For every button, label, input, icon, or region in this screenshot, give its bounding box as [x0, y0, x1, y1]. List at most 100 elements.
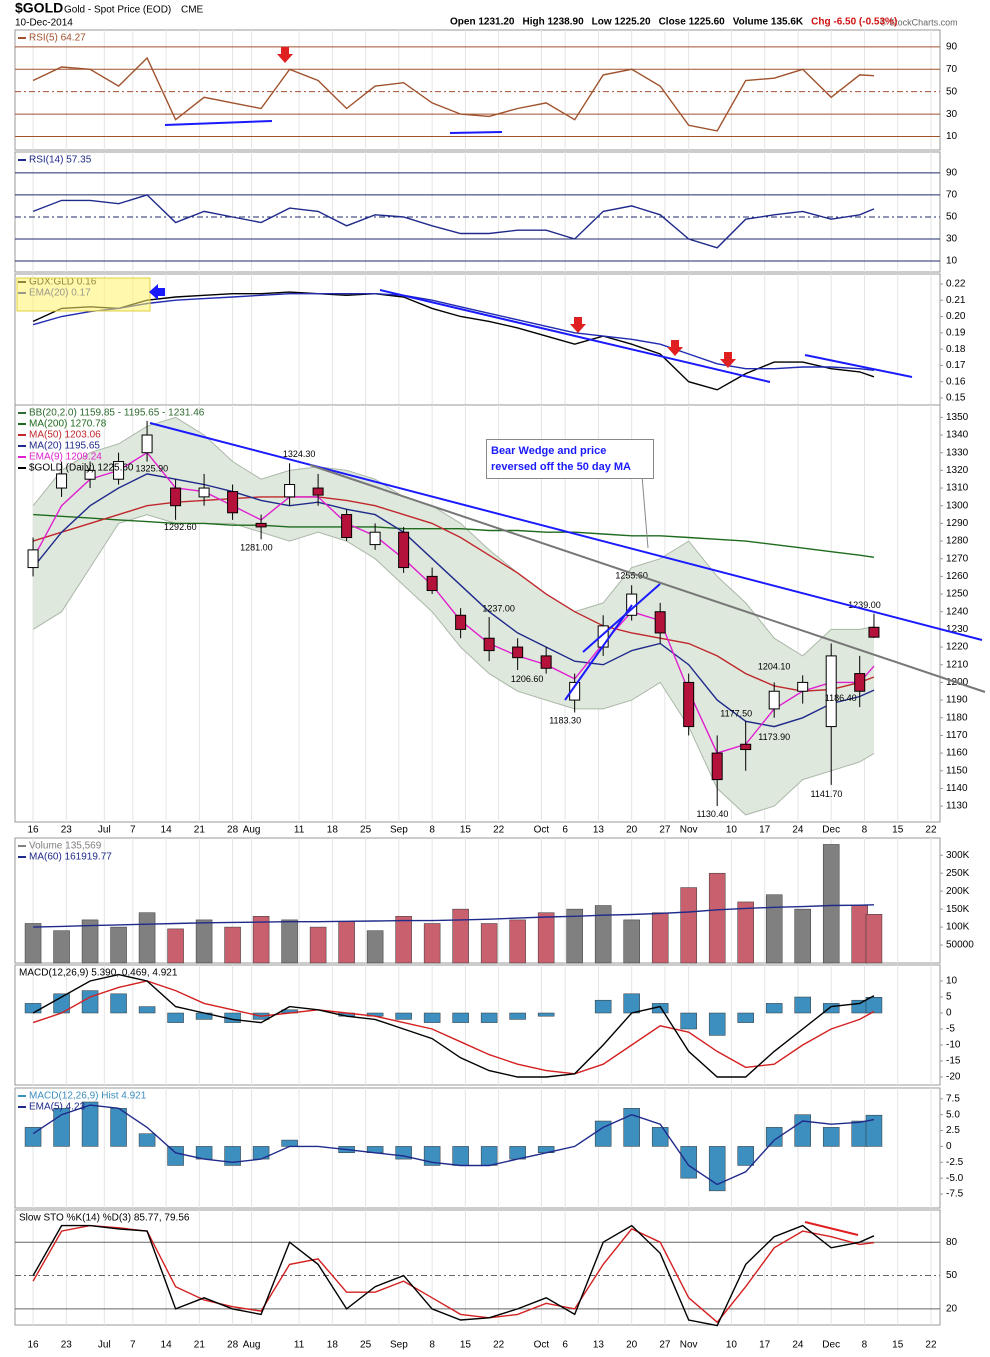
y-tick-label: 1250 — [946, 589, 969, 600]
y-tick-label: 1130 — [946, 801, 968, 812]
x-tick-label: 15 — [460, 1340, 472, 1351]
bar — [537, 912, 555, 964]
bar — [395, 916, 412, 964]
x-tick-label: 20 — [626, 825, 638, 836]
bar — [851, 905, 868, 964]
trendline — [804, 354, 913, 378]
candle-body — [797, 681, 809, 692]
x-tick-label: 18 — [327, 825, 339, 836]
bar — [252, 916, 270, 964]
bar — [651, 912, 669, 964]
bar — [309, 926, 327, 964]
x-tick-label: 24 — [792, 1340, 804, 1351]
bar — [81, 919, 99, 964]
panel-title: Slow STO %K(14) %D(3) 85.77, 79.56 — [19, 1213, 190, 1224]
candle-body — [255, 522, 267, 528]
candle-body — [341, 514, 353, 539]
y-tick-label: 1220 — [946, 642, 969, 653]
candle-body — [540, 655, 552, 669]
bar — [765, 1003, 783, 1014]
candle-body — [740, 743, 752, 751]
candle-body — [854, 673, 866, 692]
y-tick-label: 90 — [946, 41, 958, 52]
y-tick-label: 10 — [946, 256, 958, 267]
bar — [851, 999, 868, 1014]
y-tick-label: 1260 — [946, 571, 969, 582]
x-tick-label: 8 — [862, 1340, 868, 1351]
legend-label: $GOLD (Daily) 1225.60 — [29, 463, 134, 474]
x-tick-label: 10 — [726, 1340, 738, 1351]
panel-frame — [14, 1209, 941, 1326]
y-tick-label: 70 — [946, 64, 958, 75]
candle-body — [483, 637, 495, 652]
bar — [680, 887, 697, 964]
panel-frame — [14, 29, 941, 151]
x-tick-label: 20 — [626, 1340, 638, 1351]
y-tick-label: 7.5 — [946, 1093, 960, 1104]
bar — [594, 1120, 612, 1147]
bar — [594, 999, 612, 1014]
bar — [865, 997, 883, 1014]
x-tick-label: 16 — [27, 825, 39, 836]
x-tick-label: 23 — [61, 825, 73, 836]
y-tick-label: 1350 — [946, 412, 969, 423]
candle-body — [227, 491, 239, 514]
credit: © StockCharts.com — [880, 17, 958, 27]
price-label: 1130.40 — [696, 809, 728, 819]
wedge-line — [582, 583, 661, 653]
bar — [24, 1127, 42, 1147]
line — [32, 293, 875, 371]
y-tick-label: 150K — [946, 904, 970, 915]
y-tick-label: 1230 — [946, 624, 969, 635]
bar — [452, 908, 469, 964]
bar — [167, 1012, 184, 1023]
candle-body — [683, 681, 695, 728]
bar — [708, 872, 726, 964]
candle-body — [84, 469, 96, 480]
bar — [822, 1127, 840, 1147]
candle-body — [868, 626, 880, 638]
legend-label: BB(20,2.0) 1159.85 - 1195.65 - 1231.46 — [29, 408, 205, 419]
x-tick-label: Jul — [98, 1340, 111, 1351]
bar — [366, 930, 384, 964]
bar — [822, 1003, 840, 1014]
bar — [480, 1146, 498, 1166]
highlight — [16, 277, 151, 312]
bar — [452, 1012, 469, 1023]
candle-body — [113, 461, 125, 480]
y-tick-label: 1270 — [946, 553, 969, 564]
x-tick-label: 17 — [759, 1340, 771, 1351]
quote-item: Low 1225.20 — [592, 17, 651, 28]
bar — [680, 1146, 697, 1179]
y-tick-label: 50000 — [946, 940, 974, 951]
x-tick-label: 25 — [360, 825, 372, 836]
y-tick-label: 1190 — [946, 695, 968, 706]
candle-body — [141, 434, 153, 454]
trendline — [149, 422, 983, 641]
plot: Open 1231.20 High 1238.90 Low 1225.20 Close… — [14, 17, 974, 1351]
y-tick-label: 1320 — [946, 465, 969, 476]
line — [32, 1104, 875, 1186]
bar — [81, 990, 99, 1014]
y-tick-label: 5.0 — [946, 1109, 960, 1120]
x-tick-label: Dec — [822, 1340, 840, 1351]
y-tick-label: 1330 — [946, 447, 969, 458]
line — [32, 1224, 875, 1327]
x-tick-label: 10 — [726, 825, 738, 836]
y-tick-label: 0.18 — [946, 344, 966, 355]
arrow — [720, 352, 736, 368]
bar — [452, 1146, 469, 1166]
legend-label: MACD(12,26,9) Hist 4.921 — [29, 1091, 147, 1102]
y-tick-label: 0.15 — [946, 393, 966, 404]
x-tick-label: 16 — [27, 1340, 39, 1351]
bar — [338, 921, 355, 964]
y-tick-label: 50 — [946, 212, 958, 223]
y-tick-label: 1150 — [946, 765, 968, 776]
candle-body — [312, 487, 324, 496]
arrow — [667, 340, 683, 356]
x-tick-label: 22 — [925, 1340, 937, 1351]
x-tick-label: Oct — [534, 825, 550, 836]
legend-label: Volume 135,569 — [29, 841, 102, 852]
x-tick-label: 23 — [61, 1340, 73, 1351]
y-tick-label: 30 — [946, 109, 958, 120]
